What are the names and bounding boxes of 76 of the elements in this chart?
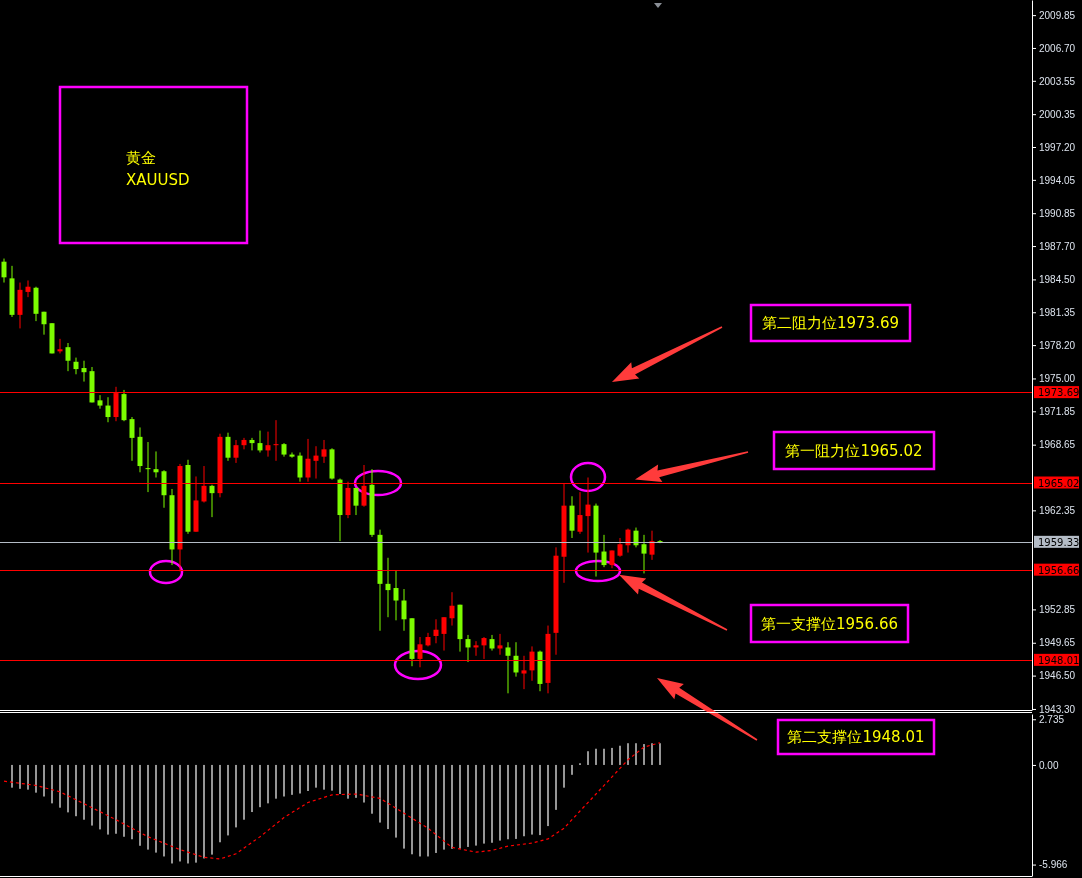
candlestick <box>257 430 263 453</box>
candlestick <box>321 439 327 464</box>
y-tick-label: 0.00 <box>1039 759 1059 771</box>
candlestick <box>153 450 159 478</box>
candlestick <box>1 258 7 284</box>
candlestick <box>105 396 111 423</box>
y-tick-label: 2003.55 <box>1039 75 1076 87</box>
candlestick <box>25 279 31 298</box>
candlestick <box>441 616 447 652</box>
candlestick <box>385 557 391 618</box>
candlestick <box>641 534 647 574</box>
candlestick <box>241 437 247 450</box>
y-tick-label: 2006.70 <box>1039 42 1076 54</box>
candlestick <box>161 469 167 509</box>
candlestick <box>601 534 607 568</box>
candlestick <box>289 451 295 459</box>
candlestick <box>577 491 583 535</box>
y-tick-label: 1994.05 <box>1039 174 1076 186</box>
candlestick <box>617 537 623 558</box>
candlestick <box>81 360 87 383</box>
candlestick <box>225 432 231 462</box>
line-series <box>3 742 661 860</box>
y-tick-label: 1990.85 <box>1039 207 1076 219</box>
y-tick-label: 2.735 <box>1039 713 1065 725</box>
candlestick <box>625 528 631 554</box>
candlestick <box>265 431 271 458</box>
y-tick-label: 2000.35 <box>1039 108 1076 120</box>
annotation: 第二阻力位1973.69 <box>761 314 900 332</box>
text: XAUUSD <box>126 171 190 189</box>
candlestick <box>497 633 503 656</box>
y-tick-label: 2009.85 <box>1039 9 1076 21</box>
candlestick <box>297 451 303 483</box>
candlestick <box>145 441 151 493</box>
candlestick <box>513 641 519 678</box>
y-tick-label: 1975.00 <box>1039 373 1076 385</box>
ref-line-label: 1959.33 <box>1038 536 1080 548</box>
candlestick <box>401 588 407 632</box>
ref-line-label: 1973.69 <box>1038 387 1080 399</box>
y-tick-label: 1987.70 <box>1039 240 1076 252</box>
ref-line-label: 1965.02 <box>1038 477 1080 489</box>
candlestick <box>209 484 215 518</box>
y-tick-label: -5.966 <box>1039 859 1068 871</box>
candlestick <box>353 487 359 516</box>
candlestick <box>249 437 255 451</box>
candlestick <box>433 618 439 644</box>
candlestick <box>273 419 279 462</box>
y-tick-label: 1952.85 <box>1039 604 1076 616</box>
candlestick <box>97 394 103 410</box>
candlestick <box>449 591 455 627</box>
y-tick-label: 1978.20 <box>1039 339 1076 351</box>
y-tick-label: 1997.20 <box>1039 141 1076 153</box>
y-tick-label: 1943.30 <box>1039 703 1076 715</box>
y-tick-label: 1949.65 <box>1039 637 1076 649</box>
y-tick-label: 1981.35 <box>1039 306 1076 318</box>
text: 黄金 <box>126 149 156 167</box>
annotation: 第一支撑位1956.66 <box>760 614 899 633</box>
annotation: 第二支撑位1948.01 <box>787 728 925 746</box>
candlestick <box>465 634 471 663</box>
candlestick <box>473 640 479 657</box>
ref-line-label: 1948.01 <box>1038 654 1080 666</box>
candlestick <box>129 416 135 462</box>
candlestick <box>57 338 63 354</box>
candlestick <box>505 641 511 694</box>
candlestick <box>233 439 239 464</box>
candlestick <box>65 342 71 372</box>
annotation: 第一阻力位1965.02 <box>785 441 923 460</box>
ref-line-label: 1956.66 <box>1038 564 1080 576</box>
candlestick <box>313 445 319 480</box>
y-tick-label: 1962.35 <box>1039 505 1076 517</box>
y-tick-label: 1971.85 <box>1039 406 1076 417</box>
y-tick-label: 1946.50 <box>1039 670 1076 682</box>
y-tick-label: 1984.50 <box>1039 274 1076 286</box>
y-tick-label: 1968.65 <box>1039 439 1076 451</box>
candlestick <box>649 530 655 561</box>
candlestick <box>73 357 79 375</box>
candlestick <box>393 569 399 621</box>
